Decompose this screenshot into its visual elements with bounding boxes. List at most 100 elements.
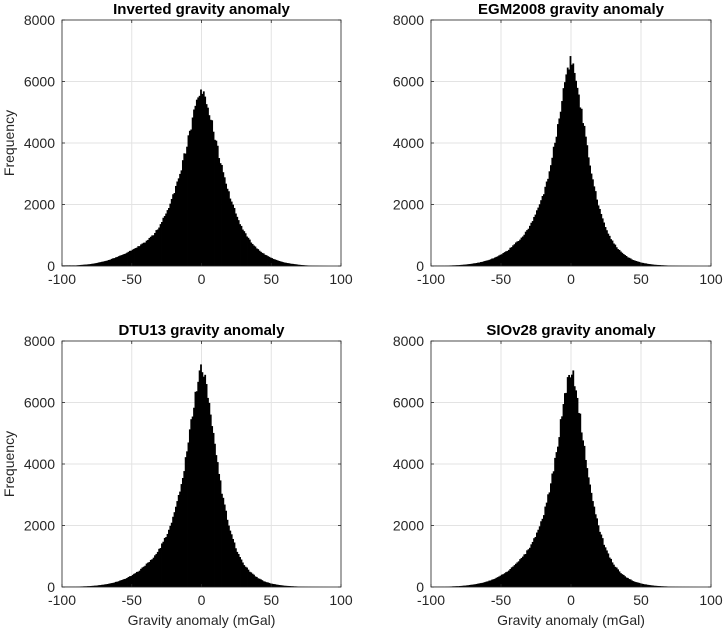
histogram-bar <box>225 510 228 587</box>
histogram-bar <box>225 183 228 266</box>
histogram-bar <box>611 240 614 266</box>
histogram-bar <box>632 260 635 266</box>
histogram-bar <box>212 131 215 266</box>
histogram-bar <box>492 579 495 587</box>
histogram-bar <box>541 196 544 266</box>
x-tick-label: -50 <box>122 271 142 287</box>
histogram-bar <box>262 581 265 587</box>
histogram-bar <box>151 235 154 266</box>
y-tick-label: 8000 <box>393 333 424 349</box>
histogram-bar <box>550 483 552 587</box>
histogram-bar <box>92 585 95 587</box>
histogram-bar <box>508 249 510 266</box>
histogram-bar <box>608 235 611 266</box>
histogram-bar <box>621 252 624 266</box>
histogram-bar <box>264 581 267 587</box>
histogram-bar <box>576 87 579 266</box>
histogram-bar <box>639 262 642 266</box>
histogram-bar <box>102 261 105 266</box>
histogram-bar <box>278 584 281 587</box>
histogram-bar <box>548 492 551 587</box>
histogram-bar <box>221 164 223 266</box>
histogram-bar <box>168 208 170 266</box>
histogram-bar <box>193 109 195 266</box>
histogram-bar <box>198 95 201 266</box>
histogram-bar <box>485 260 488 266</box>
histogram-bar <box>165 537 168 587</box>
histogram-bar <box>487 260 489 266</box>
histogram-bar <box>478 583 481 587</box>
histogram-bar <box>285 262 287 266</box>
histogram-bar <box>554 142 556 266</box>
y-tick-label: 6000 <box>393 74 424 90</box>
histogram-bar <box>646 584 649 587</box>
histogram-bar <box>166 533 169 587</box>
histogram-bar <box>130 576 133 587</box>
histogram-bar <box>578 412 580 587</box>
histogram-bar <box>247 569 250 587</box>
histogram-bar <box>99 262 102 266</box>
histogram-bar <box>569 377 572 587</box>
histogram-bar <box>279 585 282 587</box>
histogram-bar <box>562 404 565 587</box>
histogram-bar <box>120 580 123 587</box>
histogram-bar <box>243 231 246 266</box>
histogram-bar <box>482 582 485 587</box>
histogram-bar <box>634 260 636 266</box>
histogram-bar <box>88 264 91 266</box>
histogram-bar <box>232 538 234 587</box>
x-tick-label: 0 <box>198 592 206 608</box>
histogram-bar <box>218 158 221 266</box>
histogram-bar <box>594 191 597 266</box>
x-tick-label: -100 <box>48 271 76 287</box>
y-tick-label: 2000 <box>24 518 55 534</box>
histogram-bar <box>540 521 542 587</box>
histogram-bar <box>233 542 236 587</box>
histogram-bar <box>565 392 568 587</box>
histogram-bar <box>582 123 584 266</box>
histogram-bar <box>604 227 607 266</box>
histogram-bar <box>481 261 484 266</box>
histogram-bar <box>293 264 296 266</box>
histogram-bar <box>230 201 233 266</box>
histogram-bar <box>631 580 633 587</box>
histogram-bar <box>501 574 503 587</box>
histogram-bar <box>594 514 597 587</box>
histogram-bar <box>241 229 244 266</box>
histogram-bar <box>517 241 520 266</box>
histogram-bar <box>494 257 496 266</box>
histogram-bar <box>261 580 264 587</box>
histogram-bar <box>506 250 509 266</box>
histogram-bar <box>499 575 502 587</box>
histogram-bar <box>124 253 127 266</box>
x-tick-label: -50 <box>491 271 511 287</box>
histogram-bar <box>593 186 596 266</box>
chart-title: Inverted gravity anomaly <box>113 1 290 18</box>
histogram-bar <box>276 260 279 266</box>
histogram-bar <box>589 165 591 266</box>
histogram-bar <box>585 136 587 266</box>
y-tick-label: 8000 <box>24 333 55 349</box>
histogram-bar <box>274 584 276 587</box>
histogram-bar <box>216 462 219 587</box>
y-tick-label: 2000 <box>24 197 55 213</box>
histogram-bar <box>205 384 208 587</box>
histogram-bar <box>634 581 636 587</box>
histogram-bar <box>159 548 162 587</box>
histogram-bar <box>209 414 212 587</box>
histogram-bar <box>650 264 653 266</box>
histogram-bar <box>544 506 547 587</box>
histogram-bar <box>95 263 98 266</box>
histogram-bar <box>496 256 499 266</box>
histogram-bar <box>496 577 499 587</box>
histogram-bar <box>176 501 179 587</box>
histogram-bar <box>471 263 474 266</box>
histogram-bar <box>477 583 479 587</box>
histogram-bar <box>625 255 628 266</box>
histogram-bar <box>195 391 198 587</box>
histogram-bar <box>583 125 586 266</box>
histogram-bar <box>248 239 251 266</box>
histogram-bar <box>536 210 538 266</box>
histogram-bar <box>260 579 262 587</box>
histogram-bar <box>653 264 656 266</box>
